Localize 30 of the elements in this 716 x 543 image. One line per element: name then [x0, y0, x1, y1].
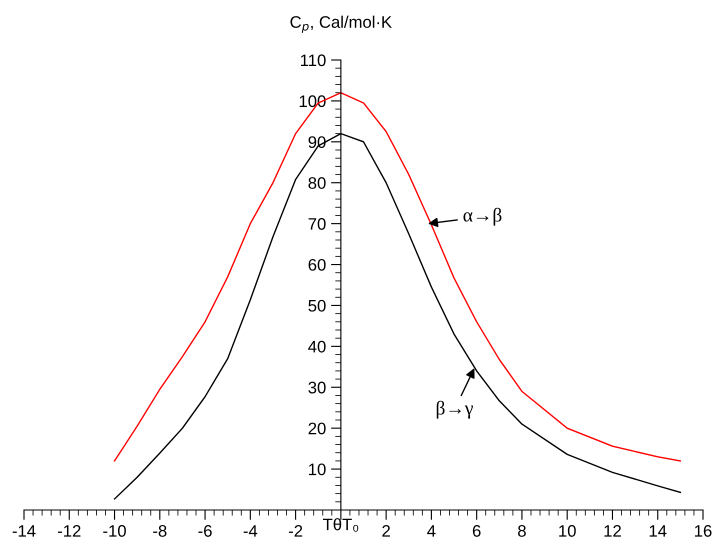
x-tick-label: 8: [518, 525, 526, 537]
x-tick-label: -10: [103, 525, 126, 537]
y-tick-label: 60: [308, 258, 326, 271]
annotation: α→β: [463, 208, 502, 226]
x-tick-label: -8: [153, 525, 166, 537]
x-tick-label: -12: [58, 525, 80, 537]
y-tick-label: 80: [308, 177, 326, 189]
y-tick-label: 40: [308, 340, 326, 353]
y-tick-label: 110: [300, 54, 326, 66]
y-tick-label: 10: [309, 463, 326, 476]
y-tick-label: 90: [308, 136, 326, 148]
annotation: β→γ: [436, 400, 473, 419]
y-tick-label: 30: [308, 382, 326, 394]
y-tick-label: 70: [308, 218, 326, 230]
line-series: [114, 92, 682, 462]
x-tick-label: -6: [198, 525, 212, 537]
x-axis-title: TθT₀: [322, 518, 358, 532]
x-tick-label: -4: [244, 525, 258, 537]
y-tick-label: 20: [308, 422, 326, 434]
x-tick-label: 10: [559, 525, 576, 537]
x-tick-label: 4: [427, 525, 436, 537]
y-tick-label: 50: [308, 300, 326, 312]
y-axis-title: C$_{p}$, Cal/mol·K: [290, 16, 392, 33]
x-tick-label: 14: [650, 525, 667, 537]
x-tick-label: -14: [12, 525, 36, 537]
x-tick-label: -2: [288, 525, 302, 537]
x-tick-label: 12: [604, 525, 621, 537]
x-tick-label: 2: [382, 525, 390, 537]
x-tick-label: 16: [695, 525, 712, 537]
x-tick-label: 6: [472, 525, 481, 537]
